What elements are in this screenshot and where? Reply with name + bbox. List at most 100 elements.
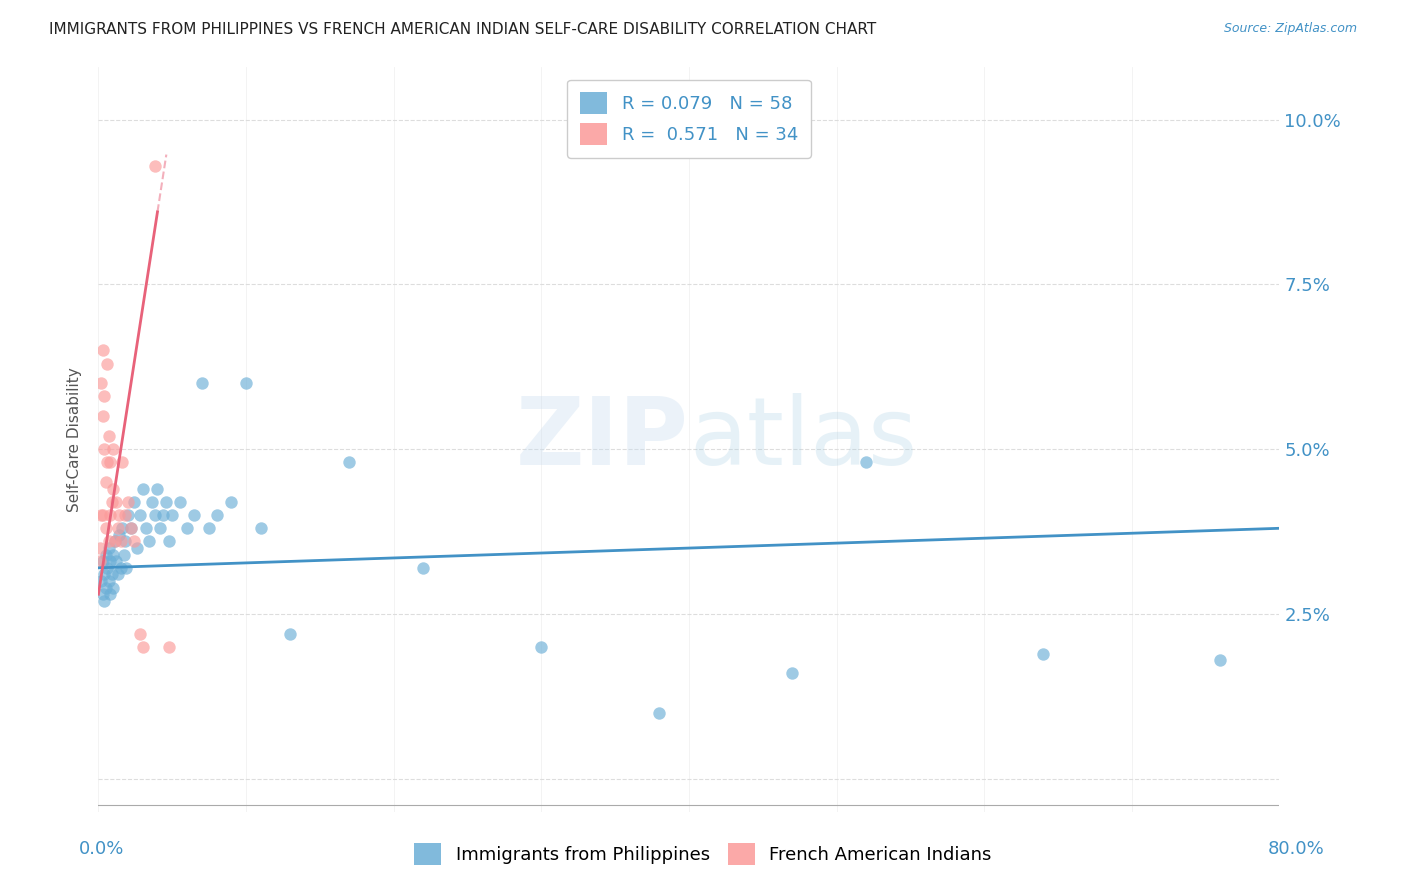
Point	[152, 508, 174, 522]
Point	[108, 528, 131, 542]
Point	[648, 706, 671, 720]
Text: 0.0%: 0.0%	[79, 840, 124, 858]
Point	[107, 521, 129, 535]
Point	[93, 442, 115, 457]
Point	[91, 554, 114, 568]
Point	[250, 521, 273, 535]
Point	[100, 567, 122, 582]
Legend: Immigrants from Philippines, French American Indians: Immigrants from Philippines, French Amer…	[406, 836, 1000, 872]
Point	[135, 521, 157, 535]
Point	[120, 521, 142, 535]
Point	[155, 495, 177, 509]
Point	[530, 640, 553, 654]
Point	[97, 574, 120, 588]
Point	[162, 508, 183, 522]
Point	[149, 521, 172, 535]
Point	[104, 534, 127, 549]
Point	[115, 561, 138, 575]
Point	[93, 594, 115, 608]
Point	[122, 495, 145, 509]
Point	[114, 534, 136, 549]
Point	[90, 376, 112, 391]
Point	[90, 508, 112, 522]
Point	[235, 376, 257, 391]
Point	[103, 548, 125, 562]
Point	[855, 455, 877, 469]
Y-axis label: Self-Care Disability: Self-Care Disability	[67, 367, 83, 512]
Point	[91, 343, 114, 358]
Point	[205, 508, 228, 522]
Text: ZIP: ZIP	[516, 393, 689, 485]
Point	[412, 561, 434, 575]
Point	[91, 508, 114, 522]
Point	[117, 508, 139, 522]
Point	[110, 561, 132, 575]
Point	[97, 541, 120, 555]
Point	[782, 666, 804, 681]
Text: Source: ZipAtlas.com: Source: ZipAtlas.com	[1223, 22, 1357, 36]
Point	[91, 409, 114, 424]
Text: IMMIGRANTS FROM PHILIPPINES VS FRENCH AMERICAN INDIAN SELF-CARE DISABILITY CORRE: IMMIGRANTS FROM PHILIPPINES VS FRENCH AM…	[49, 22, 876, 37]
Point	[143, 508, 166, 522]
Point	[110, 534, 132, 549]
Point	[191, 376, 214, 391]
Point	[132, 640, 155, 654]
Point	[146, 482, 169, 496]
Point	[107, 567, 129, 582]
Point	[98, 508, 121, 522]
Point	[132, 482, 155, 496]
Point	[128, 626, 150, 640]
Point	[111, 455, 134, 469]
Text: 80.0%: 80.0%	[1268, 840, 1324, 858]
Point	[103, 442, 125, 457]
Point	[90, 574, 112, 588]
Point	[1209, 653, 1232, 667]
Point	[98, 455, 121, 469]
Point	[117, 495, 139, 509]
Point	[103, 581, 125, 595]
Point	[98, 587, 121, 601]
Point	[143, 159, 166, 173]
Point	[141, 495, 163, 509]
Point	[94, 475, 117, 490]
Point	[89, 554, 111, 568]
Point	[93, 389, 115, 403]
Point	[98, 554, 121, 568]
Point	[120, 521, 142, 535]
Point	[112, 548, 135, 562]
Point	[169, 495, 191, 509]
Point	[111, 521, 134, 535]
Point	[93, 567, 115, 582]
Point	[94, 548, 117, 562]
Point	[114, 508, 136, 522]
Point	[96, 561, 118, 575]
Point	[100, 495, 122, 509]
Point	[221, 495, 243, 509]
Point	[280, 626, 302, 640]
Point	[176, 521, 198, 535]
Point	[103, 482, 125, 496]
Point	[138, 534, 160, 549]
Point	[96, 455, 118, 469]
Point	[96, 357, 118, 371]
Point	[91, 587, 114, 601]
Point	[122, 534, 145, 549]
Point	[1032, 647, 1054, 661]
Point	[97, 429, 120, 443]
Point	[198, 521, 221, 535]
Legend: R = 0.079   N = 58, R =  0.571   N = 34: R = 0.079 N = 58, R = 0.571 N = 34	[568, 79, 810, 158]
Point	[125, 541, 148, 555]
Point	[157, 640, 180, 654]
Point	[108, 508, 131, 522]
Point	[89, 541, 111, 555]
Point	[97, 534, 120, 549]
Point	[104, 534, 127, 549]
Point	[105, 495, 128, 509]
Point	[183, 508, 205, 522]
Point	[157, 534, 180, 549]
Point	[94, 521, 117, 535]
Point	[94, 581, 117, 595]
Point	[339, 455, 361, 469]
Point	[128, 508, 150, 522]
Point	[105, 554, 128, 568]
